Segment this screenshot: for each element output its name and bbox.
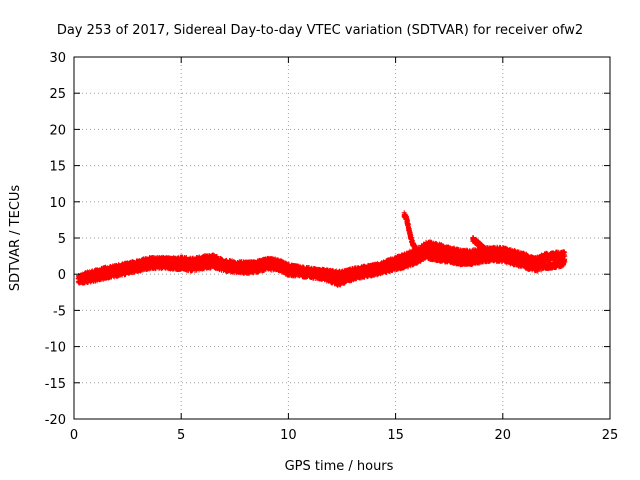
data-points: [75, 210, 568, 288]
chart-title: Day 253 of 2017, Sidereal Day-to-day VTE…: [57, 23, 583, 38]
grid-lines: [74, 57, 610, 419]
